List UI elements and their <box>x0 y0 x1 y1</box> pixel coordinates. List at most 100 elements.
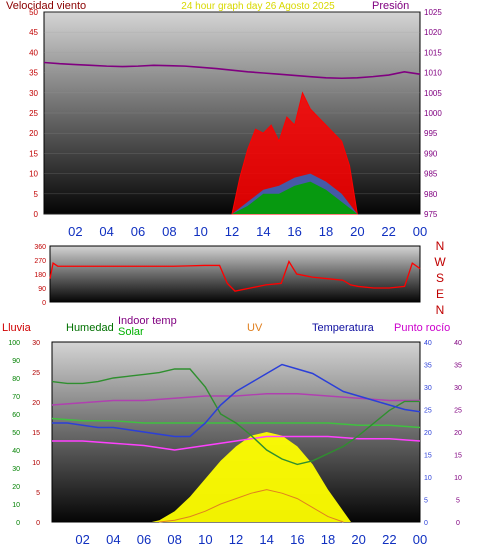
dew-tick-label: 35 <box>454 363 462 370</box>
hour-tick-label: 14 <box>259 532 273 547</box>
solar-title: Solar <box>118 326 144 338</box>
wind-tick-label: 30 <box>29 89 38 98</box>
rain-tick-label: 30 <box>12 466 20 473</box>
humidity-tick-label: 20 <box>32 400 40 407</box>
wind-tick-label: 50 <box>29 8 38 17</box>
direction-tick-label: 360 <box>34 244 46 251</box>
rain-tick-label: 60 <box>12 412 20 419</box>
temp-tick-label: 10 <box>424 475 432 482</box>
temp-tick-label: 5 <box>424 498 428 505</box>
compass-label: W <box>434 255 446 269</box>
pressure-tick-label: 990 <box>424 149 438 158</box>
pressure-tick-label: 985 <box>424 170 438 179</box>
dew-point-series <box>51 393 420 406</box>
hour-tick-label: 22 <box>381 224 395 239</box>
hour-tick-label: 16 <box>287 224 301 239</box>
rain-tick-label: 40 <box>12 448 20 455</box>
hour-tick-label: 08 <box>162 224 176 239</box>
wind-tick-label: 40 <box>29 48 38 57</box>
dew-tick-label: 25 <box>454 408 462 415</box>
hour-tick-label: 18 <box>321 532 335 547</box>
hour-tick-label: 18 <box>319 224 333 239</box>
hour-tick-label: 02 <box>75 532 89 547</box>
dew-title: Punto rocío <box>394 322 450 334</box>
dew-tick-label: 5 <box>456 498 460 505</box>
hour-tick-label: 06 <box>137 532 151 547</box>
rain-tick-label: 0 <box>16 520 20 527</box>
rain-tick-label: 50 <box>12 430 20 437</box>
hour-tick-label: 08 <box>167 532 181 547</box>
temp-tick-label: 0 <box>424 520 428 527</box>
wind-tick-label: 45 <box>29 28 38 37</box>
dew-tick-label: 40 <box>454 340 462 347</box>
uv-series <box>159 489 344 523</box>
direction-plot-area <box>49 245 421 303</box>
pressure-tick-label: 1020 <box>424 28 442 37</box>
humidity-tick-label: 0 <box>36 520 40 527</box>
humidity-tick-label: 15 <box>32 430 40 437</box>
pressure-tick-label: 1005 <box>424 89 442 98</box>
compass-label: N <box>436 239 445 253</box>
temp-tick-label: 40 <box>424 340 432 347</box>
rain-tick-label: 100 <box>8 340 20 347</box>
temp-title: Temperatura <box>312 322 375 334</box>
wind-average-series <box>232 181 358 214</box>
pressure-tick-label: 980 <box>424 190 438 199</box>
wind-title: Velocidad viento <box>6 0 86 12</box>
humidity-series <box>51 368 420 466</box>
pressure-tick-label: 975 <box>424 210 438 219</box>
dew-tick-label: 20 <box>454 430 462 437</box>
compass-label: S <box>436 271 444 285</box>
hour-tick-label: 04 <box>99 224 113 239</box>
pressure-series <box>43 61 421 80</box>
wind-tick-label: 0 <box>34 210 39 219</box>
hour-tick-label: 12 <box>229 532 243 547</box>
dew-point-low-series <box>52 435 421 451</box>
wind-tick-label: 35 <box>29 69 38 78</box>
hour-tick-label: 10 <box>193 224 207 239</box>
humidity-tick-label: 5 <box>36 490 40 497</box>
pressure-tick-label: 1025 <box>424 8 442 17</box>
humidity-tick-label: 30 <box>32 340 40 347</box>
rain-tick-label: 20 <box>12 484 20 491</box>
hour-tick-label: 20 <box>351 532 365 547</box>
hour-tick-label: 02 <box>68 224 82 239</box>
rain-tick-label: 70 <box>12 394 20 401</box>
wind-tick-label: 5 <box>34 190 39 199</box>
humidity-title: Humedad <box>66 322 114 334</box>
wind-tick-label: 10 <box>29 170 38 179</box>
dew-tick-label: 30 <box>454 385 462 392</box>
direction-tick-label: 0 <box>42 300 46 307</box>
rain-tick-label: 80 <box>12 376 20 383</box>
rain-title: Lluvia <box>2 322 32 334</box>
dew-tick-label: 15 <box>454 453 462 460</box>
direction-tick-label: 90 <box>38 286 46 293</box>
hour-tick-label: 16 <box>290 532 304 547</box>
wind-direction-series <box>49 260 421 292</box>
temperature-series <box>52 363 421 438</box>
hour-tick-label: 04 <box>106 532 120 547</box>
pressure-tick-label: 1010 <box>424 69 442 78</box>
wind-tick-label: 15 <box>29 149 38 158</box>
temp-tick-label: 15 <box>424 453 432 460</box>
direction-tick-label: 180 <box>34 272 46 279</box>
pressure-title: Presión <box>372 0 409 12</box>
temp-tick-label: 30 <box>424 385 432 392</box>
pressure-tick-label: 1000 <box>424 109 442 118</box>
hour-tick-label: 10 <box>198 532 212 547</box>
hour-tick-label: 12 <box>225 224 239 239</box>
uv-title: UV <box>247 322 263 334</box>
chart-center-title: 24 hour graph day 26 Agosto 2025 <box>181 1 335 12</box>
hour-tick-label: 14 <box>256 224 270 239</box>
wind-tick-label: 20 <box>29 129 38 138</box>
compass-label: E <box>436 287 444 301</box>
pressure-tick-label: 995 <box>424 129 438 138</box>
rain-tick-label: 90 <box>12 358 20 365</box>
wind-tick-label: 25 <box>29 109 38 118</box>
dew-tick-label: 10 <box>454 475 462 482</box>
compass-label: N <box>436 303 445 317</box>
rain-tick-label: 10 <box>12 502 20 509</box>
humidity-tick-label: 25 <box>32 370 40 377</box>
hour-tick-label: 22 <box>382 532 396 547</box>
